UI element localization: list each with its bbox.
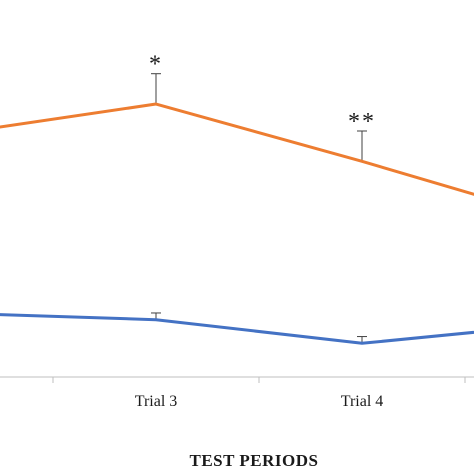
significance-labels: *** bbox=[149, 52, 376, 135]
series-line-2 bbox=[0, 313, 474, 345]
x-tick-label: Trial 4 bbox=[341, 393, 384, 410]
x-axis-title: TEST PERIODS bbox=[190, 451, 319, 470]
error-bars bbox=[151, 73, 367, 344]
series-lines bbox=[0, 102, 474, 345]
series-line-1 bbox=[0, 102, 474, 196]
significance-marker: * bbox=[149, 52, 163, 78]
x-tick-label: Trial 3 bbox=[135, 393, 178, 410]
significance-marker: ** bbox=[348, 109, 376, 135]
x-axis: Trial 3 Trial 4 bbox=[0, 376, 474, 410]
